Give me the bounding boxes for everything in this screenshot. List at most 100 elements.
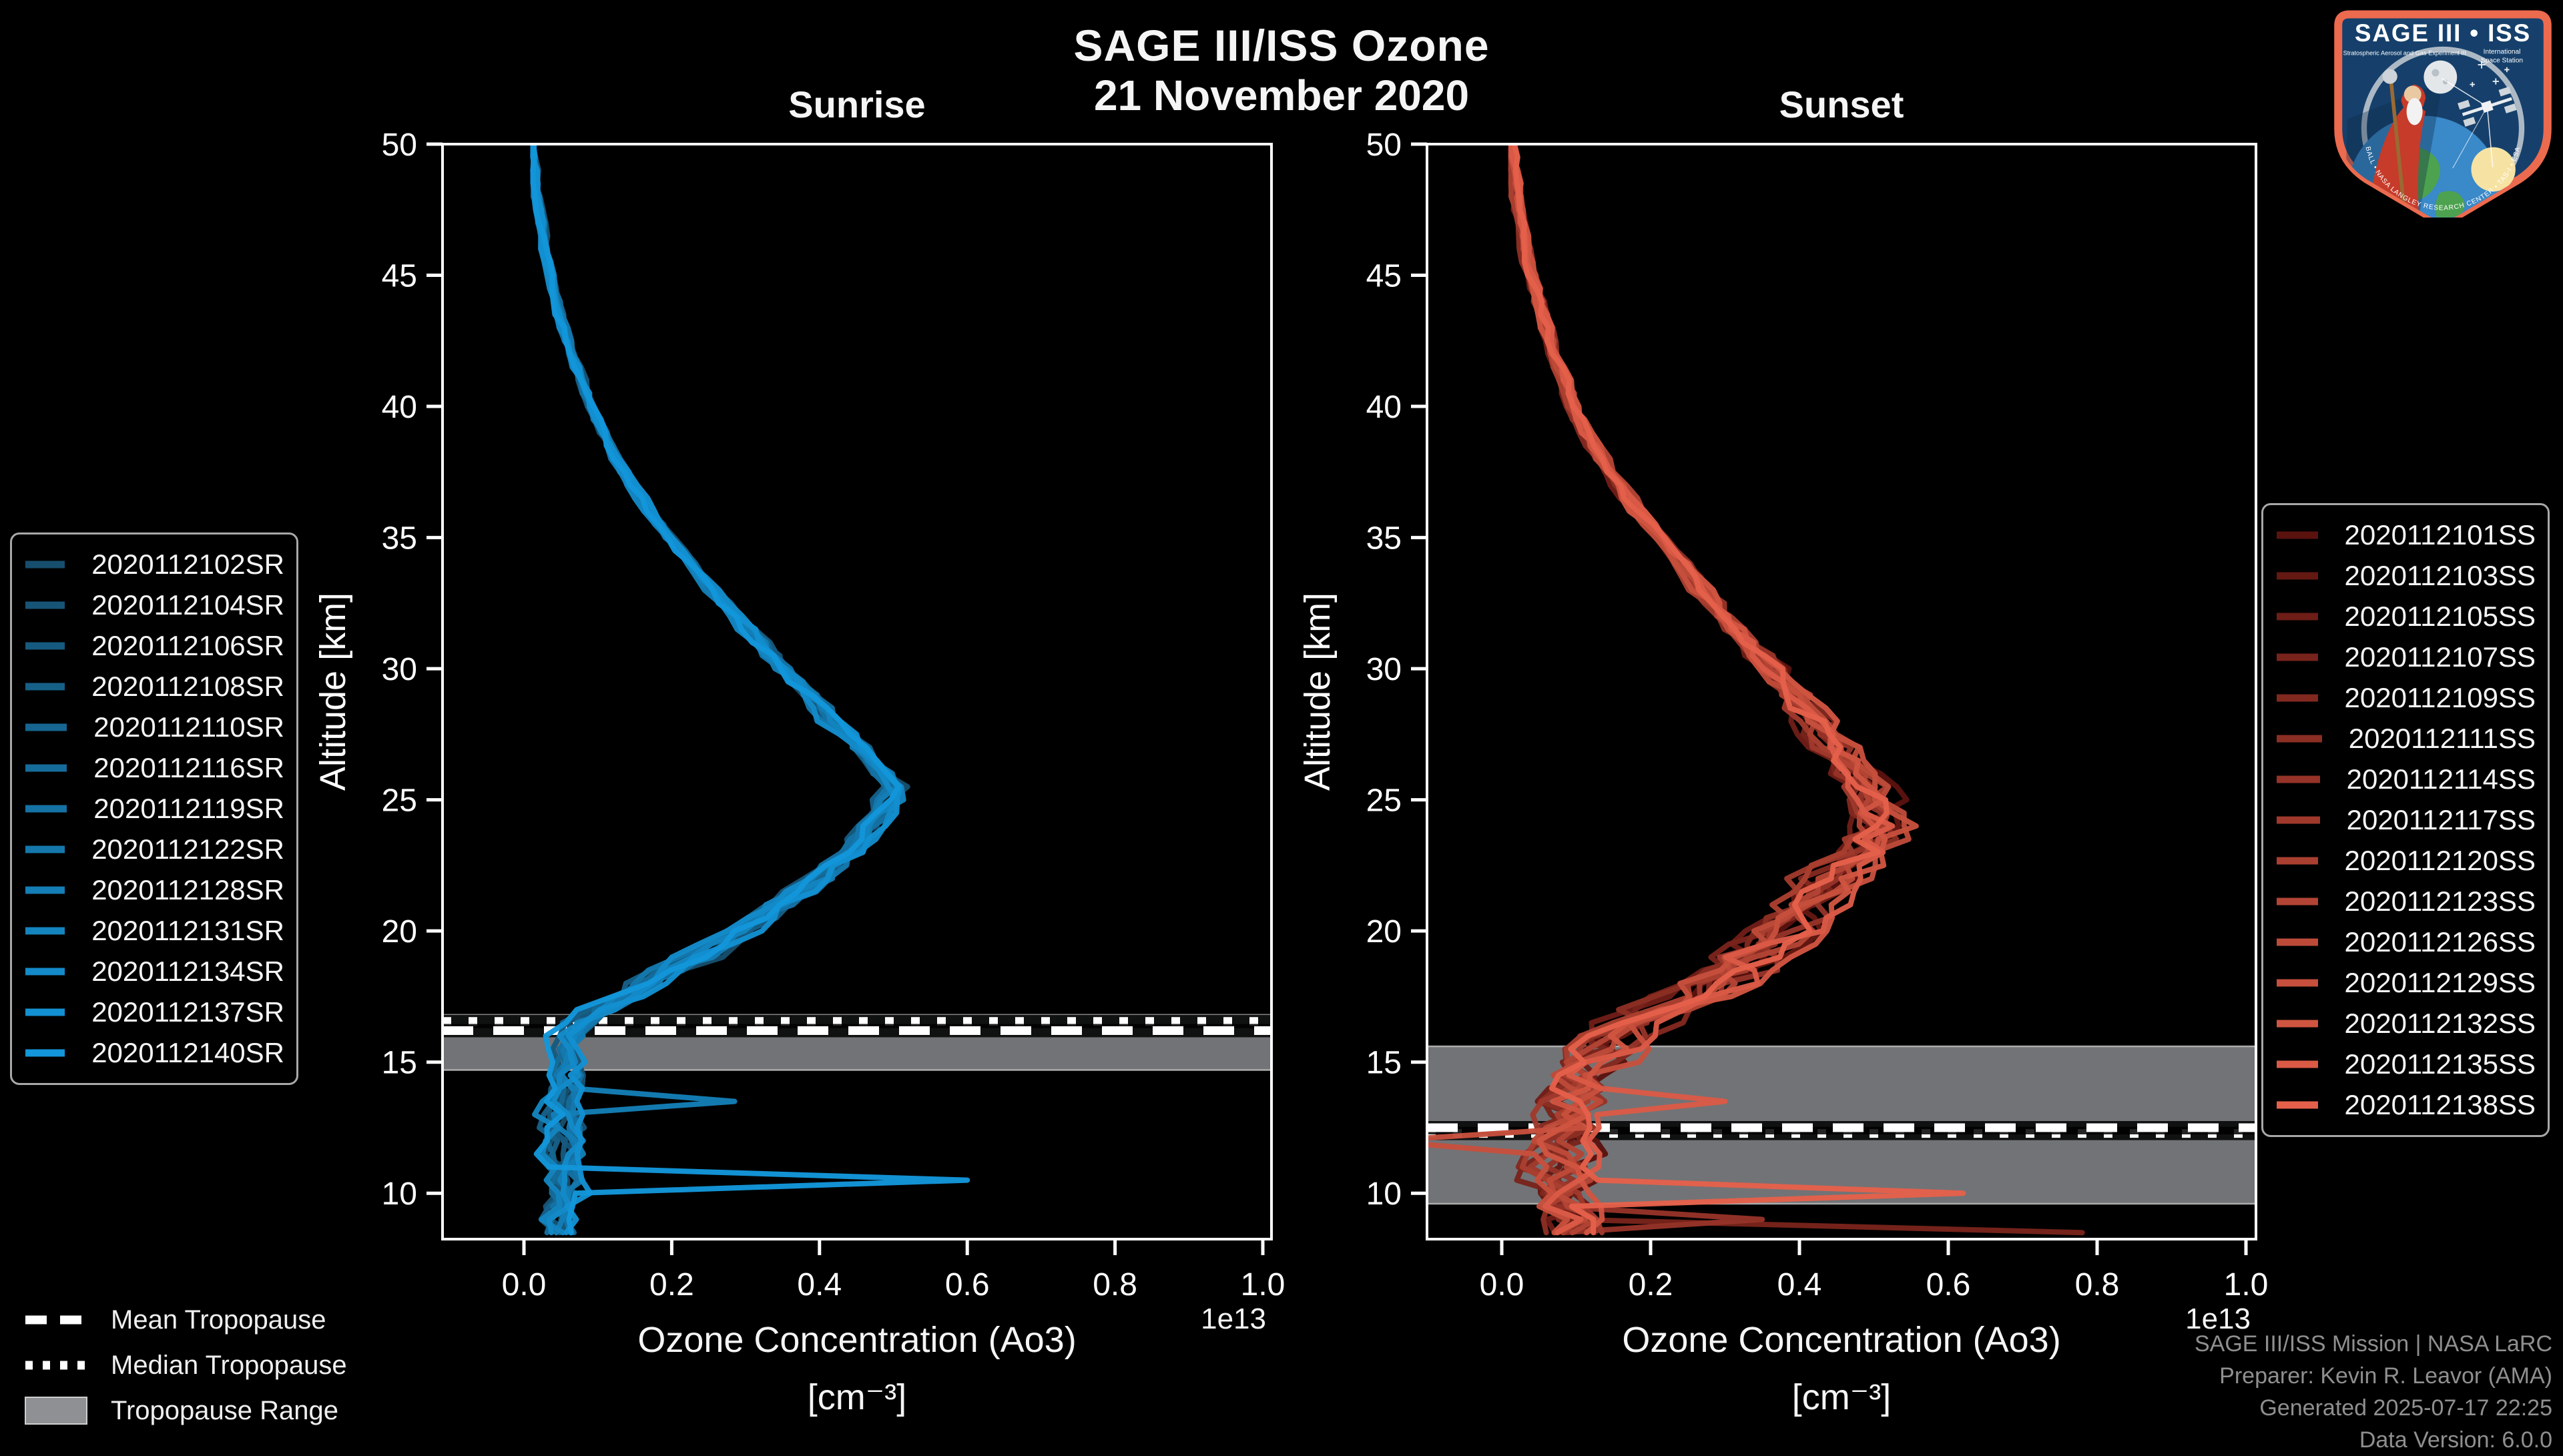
sunset-legend: 2020112101SS 2020112103SS 2020112105SS 2020… xyxy=(2261,503,2550,1137)
x-tick-label: 1.0 xyxy=(2224,1267,2269,1303)
figure-date: 21 November 2020 xyxy=(1093,71,1470,119)
tropopause-legend: Mean Tropopause Median Tropopause Tropop… xyxy=(24,1303,347,1428)
legend-line-swatch-icon xyxy=(25,642,65,650)
legend-item: 2020112105SS xyxy=(2275,601,2536,633)
legend-line-swatch-icon xyxy=(25,968,65,976)
legend-label: 2020112129SS xyxy=(2344,967,2536,998)
logo-stars xyxy=(2470,61,2510,87)
legend-line-swatch-icon xyxy=(2277,979,2318,987)
logo-sightline xyxy=(2452,106,2488,169)
tropopause-range-legend-item: Tropopause Range xyxy=(24,1393,347,1428)
sunset-xlabel-units: [cm⁻³] xyxy=(1791,1377,1892,1417)
profile-line-2020112138SS xyxy=(1512,144,1966,1236)
legend-item: 2020112110SR xyxy=(24,711,284,743)
figure-title: SAGE III/ISS Ozone xyxy=(1073,21,1490,70)
legend-line-swatch-icon xyxy=(25,845,65,853)
x-tick-label: 0.0 xyxy=(502,1267,547,1303)
y-tick-label: 25 xyxy=(382,783,417,819)
legend-item: 2020112129SS xyxy=(2275,967,2536,999)
legend-line-swatch-icon xyxy=(2277,1101,2318,1109)
legend-label: 2020112122SR xyxy=(91,833,284,865)
legend-line-swatch-icon xyxy=(25,764,67,772)
x-tick-label: 0.2 xyxy=(649,1267,694,1303)
legend-line-swatch-icon xyxy=(2277,816,2320,824)
legend-label: 2020112119SR xyxy=(93,793,284,824)
median-tropopause-legend-item: Median Tropopause xyxy=(24,1348,347,1383)
legend-item: 2020112106SR xyxy=(24,630,284,662)
legend-item: 2020112122SR xyxy=(24,833,284,865)
sunset-panel: Sunset 10 15 20 25 30 35 40 45 50 0.0 0.2 0.4 0.6 0.8… xyxy=(1298,83,2268,1417)
sunset-plot: 10 15 20 25 30 35 40 45 50 0.0 0.2 0.4 0.6 0.8 1.0 Alti… xyxy=(1298,127,2268,1303)
legend-line-swatch-icon xyxy=(2277,857,2318,865)
attribution-version: Data Version: 6.0.0 xyxy=(2359,1427,2552,1453)
logo-moon-crater xyxy=(2443,79,2448,85)
x-tick-label: 0.6 xyxy=(945,1267,990,1303)
legend-item: 2020112107SS xyxy=(2275,641,2536,673)
legend-item: 2020112123SS xyxy=(2275,885,2536,918)
legend-label: 2020112128SR xyxy=(91,874,284,905)
legend-label: 2020112108SR xyxy=(91,671,284,702)
legend-item: 2020112137SR xyxy=(24,996,284,1028)
legend-label: 2020112126SS xyxy=(2344,926,2536,958)
sunset-title: Sunset xyxy=(1779,83,1904,125)
legend-item: 2020112120SS xyxy=(2275,845,2536,877)
sunrise-panel: Sunrise 10 15 20 25 30 35 40 45 50 0.0 0.2 0.4 0.6 0.… xyxy=(313,83,1285,1417)
legend-label: 2020112114SS xyxy=(2346,763,2536,795)
logo-moon-crater xyxy=(2432,69,2440,77)
median-tropopause-swatch-icon xyxy=(25,1361,87,1370)
legend-item: 2020112117SS xyxy=(2275,804,2536,836)
sunset-xlabel: Ozone Concentration (Ao3) xyxy=(1622,1320,2061,1360)
y-tick-label: 50 xyxy=(382,127,417,163)
legend-label: 2020112105SS xyxy=(2344,601,2536,632)
logo-sightline xyxy=(2441,77,2488,107)
y-tick-label: 35 xyxy=(382,521,417,557)
sage-iss-logo: BALL • NASA LANGLEY RESEARCH CENTER • TA… xyxy=(2334,10,2552,218)
legend-item: 2020112101SS xyxy=(2275,519,2536,551)
legend-item: 2020112135SS xyxy=(2275,1048,2536,1080)
y-tick-label: 50 xyxy=(1366,127,1402,163)
legend-line-swatch-icon xyxy=(2277,897,2318,905)
legend-label: 2020112109SS xyxy=(2344,682,2536,713)
attribution-generated: Generated 2025-07-17 22:25 xyxy=(2259,1395,2552,1421)
x-tick-label: 0.0 xyxy=(1480,1267,1524,1303)
legend-line-swatch-icon xyxy=(2277,775,2320,783)
x-tick-label: 0.8 xyxy=(1093,1267,1137,1303)
logo-subtitle-right2: Space Station xyxy=(2481,57,2523,64)
sunrise-xlabel: Ozone Concentration (Ao3) xyxy=(637,1320,1077,1360)
legend-item: 2020112128SR xyxy=(24,874,284,906)
x-tick-label: 0.8 xyxy=(2075,1267,2120,1303)
logo-sun xyxy=(2471,147,2516,192)
logo-subtitle-left: Stratospheric Aerosol and Gas Experiment… xyxy=(2343,49,2466,56)
legend-item: 2020112138SS xyxy=(2275,1089,2536,1121)
sunrise-plot: 10 15 20 25 30 35 40 45 50 0.0 0.2 0.4 0.6 0.8 1.0 Alti… xyxy=(313,127,1285,1303)
legend-line-swatch-icon xyxy=(2277,694,2318,702)
legend-line-swatch-icon xyxy=(2277,1060,2318,1068)
legend-item: 2020112140SR xyxy=(24,1037,284,1069)
legend-line-swatch-icon xyxy=(25,927,65,935)
sunrise-xlabel-units: [cm⁻³] xyxy=(807,1377,907,1417)
logo-iss xyxy=(2458,86,2517,127)
logo-subtitle-right1: International xyxy=(2484,48,2521,55)
legend-item: 2020112116SR xyxy=(24,752,284,784)
legend-item: 2020112114SS xyxy=(2275,763,2536,795)
legend-label: 2020112132SS xyxy=(2344,1008,2536,1039)
legend-item: 2020112134SR xyxy=(24,956,284,988)
y-tick-label: 45 xyxy=(1366,259,1402,294)
y-tick-label: 15 xyxy=(382,1046,417,1081)
legend-label: 2020112134SR xyxy=(91,956,284,987)
legend-line-swatch-icon xyxy=(2277,572,2318,580)
legend-line-swatch-icon xyxy=(2277,531,2318,539)
legend-label: 2020112111SS xyxy=(2348,723,2536,754)
legend-label: 2020112120SS xyxy=(2344,845,2536,876)
legend-line-swatch-icon xyxy=(25,805,67,813)
tropopause-range-label: Tropopause Range xyxy=(111,1395,338,1425)
legend-item: 2020112119SR xyxy=(24,793,284,825)
legend-line-swatch-icon xyxy=(2277,613,2318,621)
legend-label: 2020112138SS xyxy=(2344,1089,2536,1120)
logo-father-time xyxy=(2367,69,2426,216)
mean-tropopause-label: Mean Tropopause xyxy=(111,1305,326,1335)
legend-label: 2020112140SR xyxy=(91,1037,284,1068)
legend-label: 2020112107SS xyxy=(2344,641,2536,673)
sunset-ylabel: Altitude [km] xyxy=(1298,593,1338,791)
